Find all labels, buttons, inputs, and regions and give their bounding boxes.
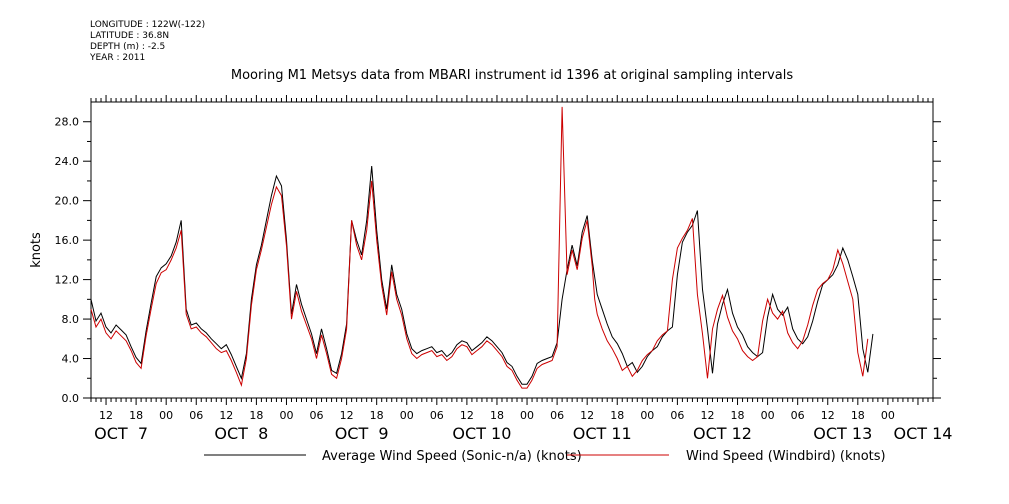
hour-tick-label: 00 bbox=[520, 409, 534, 422]
series-line-windbird-wind-speed bbox=[90, 106, 869, 389]
date-label: OCT 12 bbox=[693, 424, 752, 443]
hour-tick-label: 00 bbox=[761, 409, 775, 422]
hour-tick-label: 18 bbox=[731, 409, 745, 422]
hour-tick-label: 12 bbox=[460, 409, 474, 422]
year-text: YEAR : 2011 bbox=[90, 53, 146, 63]
hour-tick-label: 00 bbox=[400, 409, 414, 422]
hour-tick-label: 12 bbox=[700, 409, 714, 422]
chart-title: Mooring M1 Metsys data from MBARI instru… bbox=[230, 68, 794, 83]
date-label: OCT 14 bbox=[893, 424, 952, 443]
depth-text: DEPTH (m) : -2.5 bbox=[90, 42, 166, 52]
hour-tick-label: 12 bbox=[340, 409, 354, 422]
hour-tick-label: 18 bbox=[249, 409, 263, 422]
date-label: OCT 8 bbox=[214, 424, 268, 443]
legend-label: Average Wind Speed (Sonic-n/a) (knots) bbox=[322, 449, 582, 464]
hour-tick-label: 06 bbox=[189, 409, 203, 422]
hour-tick-label: 06 bbox=[550, 409, 564, 422]
date-label: OCT 7 bbox=[94, 424, 148, 443]
date-label: OCT 11 bbox=[573, 424, 632, 443]
hour-tick-label: 06 bbox=[310, 409, 324, 422]
hour-tick-label: 06 bbox=[791, 409, 805, 422]
y-tick-label: 4.0 bbox=[62, 353, 80, 366]
date-label: OCT 9 bbox=[335, 424, 389, 443]
hour-tick-label: 18 bbox=[129, 409, 143, 422]
hour-tick-label: 06 bbox=[670, 409, 684, 422]
hour-tick-label: 12 bbox=[219, 409, 233, 422]
y-tick-label: 20.0 bbox=[55, 195, 80, 208]
hour-tick-label: 00 bbox=[881, 409, 895, 422]
y-axis-label: knots bbox=[29, 232, 44, 268]
hour-tick-label: 18 bbox=[610, 409, 624, 422]
hour-tick-label: 18 bbox=[370, 409, 384, 422]
y-tick-label: 16.0 bbox=[55, 234, 80, 247]
hour-tick-label: 00 bbox=[279, 409, 293, 422]
hour-tick-label: 12 bbox=[99, 409, 113, 422]
legend-label: Wind Speed (Windbird) (knots) bbox=[686, 449, 886, 464]
longitude-text: LONGITUDE : 122W(-122) bbox=[90, 20, 206, 30]
latitude-text: LATITUDE : 36.8N bbox=[90, 31, 170, 41]
y-tick-label: 12.0 bbox=[55, 274, 80, 287]
hour-tick-label: 18 bbox=[490, 409, 504, 422]
y-tick-label: 28.0 bbox=[55, 116, 80, 129]
date-label: OCT 10 bbox=[452, 424, 511, 443]
hour-tick-label: 18 bbox=[851, 409, 865, 422]
y-tick-label: 8.0 bbox=[62, 313, 80, 326]
date-label: OCT 13 bbox=[813, 424, 872, 443]
hour-tick-label: 00 bbox=[159, 409, 173, 422]
plot-frame bbox=[90, 101, 934, 399]
hour-tick-label: 12 bbox=[580, 409, 594, 422]
series-line-average-wind-speed bbox=[90, 166, 874, 385]
hour-tick-label: 00 bbox=[640, 409, 654, 422]
y-tick-label: 24.0 bbox=[55, 155, 80, 168]
station-metadata: LONGITUDE : 122W(-122) LATITUDE : 36.8N … bbox=[90, 20, 205, 64]
y-tick-label: 0.0 bbox=[62, 392, 80, 405]
hour-tick-label: 06 bbox=[430, 409, 444, 422]
hour-tick-label: 12 bbox=[821, 409, 835, 422]
